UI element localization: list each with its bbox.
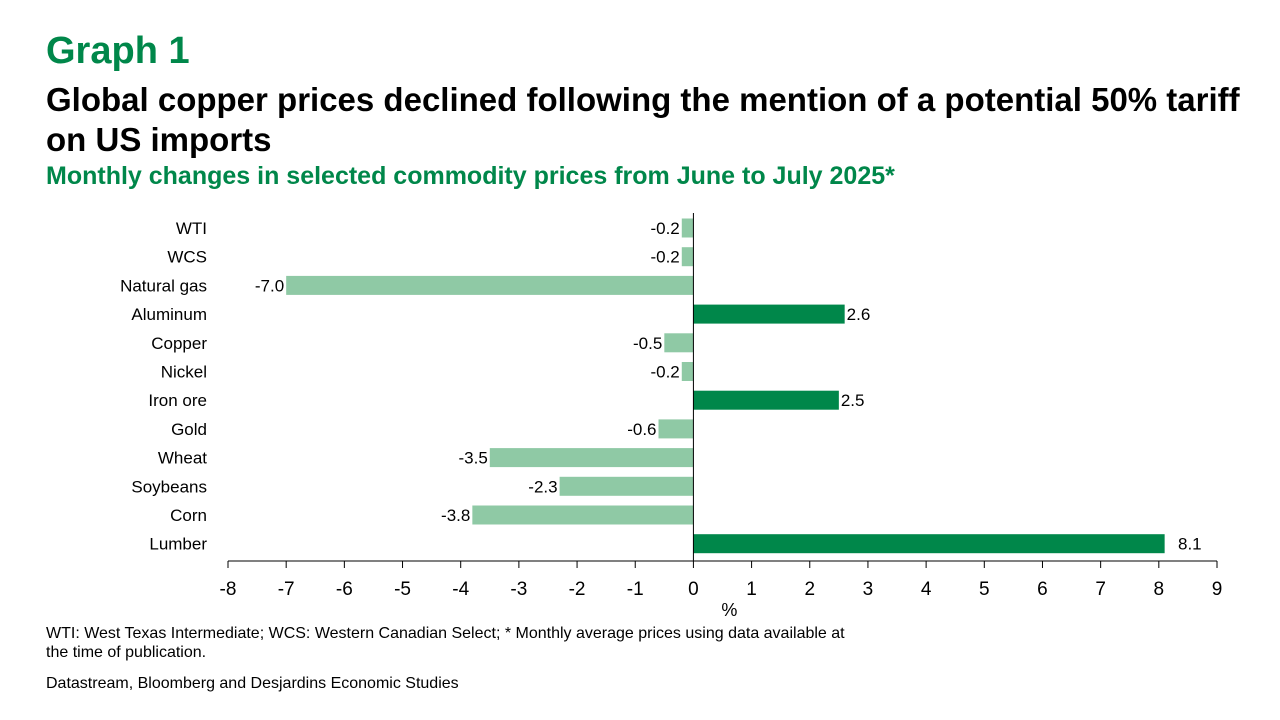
x-tick-label: 8 bbox=[1154, 579, 1165, 600]
footnote: WTI: West Texas Intermediate; WCS: Weste… bbox=[46, 625, 845, 661]
category-label-nickel: Nickel bbox=[161, 363, 207, 382]
bar-chart: -0.2 -0.2 -7.0 2.6 -0.5 -0.2 2.5 -0.6 -3.5 -2.3 -3… bbox=[120, 213, 1223, 620]
bar-wheat bbox=[489, 448, 694, 468]
x-tick-label: -2 bbox=[569, 579, 586, 600]
x-tick-label: 6 bbox=[1037, 579, 1048, 600]
bar-aluminum bbox=[693, 304, 845, 324]
data-label-gold: -0.6 bbox=[627, 420, 656, 439]
x-tick-label: -5 bbox=[394, 579, 411, 600]
chart-subtitle: Monthly changes in selected commodity pr… bbox=[46, 162, 895, 190]
data-label-iron-ore: 2.5 bbox=[841, 391, 865, 410]
graph-label: Graph 1 bbox=[46, 30, 190, 72]
data-label-aluminum: 2.6 bbox=[847, 305, 871, 324]
bars-layer bbox=[286, 218, 1165, 554]
bar-gold bbox=[658, 419, 694, 439]
x-tick-label: -7 bbox=[278, 579, 295, 600]
x-tick-label: -8 bbox=[220, 579, 237, 600]
category-label-lumber: Lumber bbox=[149, 535, 207, 554]
category-label-soybeans: Soybeans bbox=[131, 477, 207, 496]
x-tick-label: 0 bbox=[688, 579, 699, 600]
x-tick-label: 1 bbox=[746, 579, 757, 600]
bar-corn bbox=[472, 505, 694, 525]
category-label-gold: Gold bbox=[171, 420, 207, 439]
source-note: Datastream, Bloomberg and Desjardins Eco… bbox=[46, 675, 459, 692]
bar-wti bbox=[681, 218, 694, 238]
data-labels-layer: -0.2 -0.2 -7.0 2.6 -0.5 -0.2 2.5 -0.6 -3.5 -2.3 -3… bbox=[255, 219, 1202, 554]
x-tick-label: 4 bbox=[921, 579, 932, 600]
x-axis-label: % bbox=[721, 600, 737, 620]
category-label-wheat: Wheat bbox=[158, 449, 207, 468]
x-tick-label: -1 bbox=[627, 579, 644, 600]
category-label-wcs: WCS bbox=[167, 248, 207, 267]
x-axis: -8 -7 -6 -5 -4 -3 -2 -1 0 1 2 3 4 5 6 7 8 9 bbox=[220, 560, 1223, 600]
bar-iron-ore bbox=[693, 390, 839, 410]
data-label-wti: -0.2 bbox=[650, 219, 679, 238]
data-label-wheat: -3.5 bbox=[458, 449, 487, 468]
category-label-wti: WTI bbox=[176, 219, 207, 238]
x-tick-label: -3 bbox=[510, 579, 527, 600]
x-tick-label: 2 bbox=[804, 579, 815, 600]
x-tick-label: 7 bbox=[1095, 579, 1106, 600]
bar-natural-gas bbox=[286, 275, 694, 295]
data-label-lumber: 8.1 bbox=[1178, 535, 1202, 554]
category-label-corn: Corn bbox=[170, 506, 207, 525]
bar-lumber bbox=[693, 534, 1165, 554]
data-label-wcs: -0.2 bbox=[650, 248, 679, 267]
data-label-soybeans: -2.3 bbox=[528, 477, 557, 496]
category-label-iron-ore: Iron ore bbox=[148, 391, 207, 410]
category-label-copper: Copper bbox=[151, 334, 207, 353]
bar-copper bbox=[664, 333, 694, 353]
category-label-natural-gas: Natural gas bbox=[120, 276, 207, 295]
bar-wcs bbox=[681, 247, 694, 267]
x-tick-label: -6 bbox=[336, 579, 353, 600]
chart-title: Global copper prices declined following … bbox=[46, 81, 1240, 158]
data-label-natural-gas: -7.0 bbox=[255, 276, 284, 295]
x-tick-label: 9 bbox=[1212, 579, 1223, 600]
x-tick-label: 5 bbox=[979, 579, 990, 600]
data-label-nickel: -0.2 bbox=[650, 363, 679, 382]
x-tick-label: 3 bbox=[863, 579, 874, 600]
category-label-aluminum: Aluminum bbox=[131, 305, 207, 324]
data-label-corn: -3.8 bbox=[441, 506, 470, 525]
bar-soybeans bbox=[559, 476, 694, 496]
bar-nickel bbox=[681, 362, 694, 381]
category-labels-layer: WTI WCS Natural gas Aluminum Copper Nickel Iro… bbox=[120, 219, 207, 554]
data-label-copper: -0.5 bbox=[633, 334, 662, 353]
x-tick-label: -4 bbox=[452, 579, 469, 600]
